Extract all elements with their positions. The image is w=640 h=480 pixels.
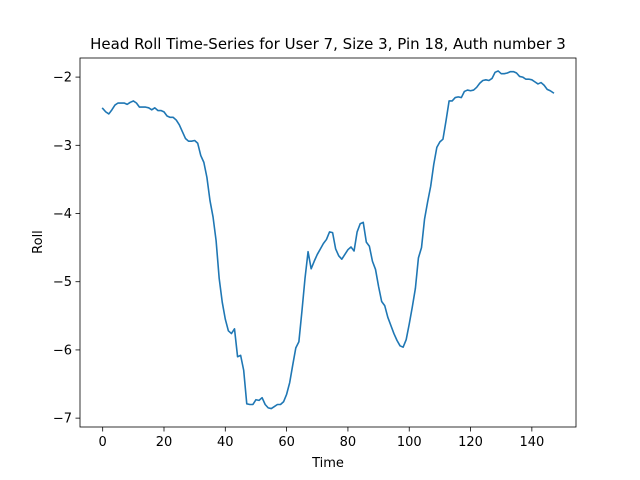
roll-series-line [101,70,555,410]
y-axis-label: Roll [31,230,46,254]
y-tick-label: −3 [53,139,72,154]
x-tick-label: 120 [458,435,483,450]
y-tick-label: −2 [53,71,72,86]
x-tick-label: 80 [340,435,357,450]
x-tick-label: 40 [217,435,234,450]
plot-area [79,57,577,428]
x-axis-label: Time [311,456,344,471]
y-axis: −7 −6 −5 −4 −3 −2 [53,71,80,427]
x-tick-label: 20 [156,435,173,450]
x-tick-label: 140 [519,435,544,450]
y-tick-label: −7 [53,412,72,427]
x-axis: 0 20 40 60 80 100 120 140 [99,427,544,450]
y-tick-label: −5 [53,275,72,290]
x-tick-label: 100 [397,435,422,450]
plot-frame [79,57,577,428]
x-tick-label: 0 [99,435,107,450]
y-tick-label: −4 [53,207,72,222]
chart-title: Head Roll Time-Series for User 7, Size 3… [90,35,566,53]
x-tick-label: 60 [278,435,295,450]
y-tick-label: −6 [53,343,72,358]
